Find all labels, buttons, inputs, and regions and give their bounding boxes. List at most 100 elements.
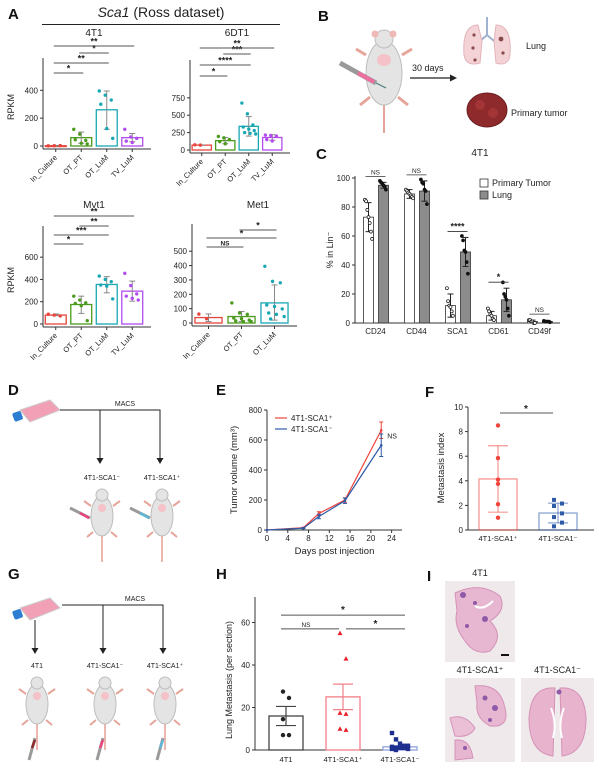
mouse-lungs	[101, 692, 109, 700]
mouse-body	[93, 683, 117, 725]
mouse-lungs	[98, 504, 106, 512]
y-tick-label: 300	[174, 276, 188, 285]
data-point	[364, 199, 368, 204]
data-point	[495, 455, 501, 461]
x-tick-label: In_Culture	[28, 153, 59, 184]
data-point	[503, 295, 508, 299]
data-point	[52, 144, 56, 148]
data-point	[448, 305, 453, 309]
data-point	[495, 515, 501, 520]
data-point	[533, 321, 537, 325]
data-point	[397, 745, 403, 751]
data-point	[123, 271, 127, 276]
legend-swatch-lung	[479, 190, 489, 200]
x-tick-label: In_Culture	[174, 157, 205, 188]
x-tick-label: TV_LuM	[249, 157, 275, 183]
y-tick-label: 6	[459, 452, 464, 461]
mouse-icon	[18, 676, 56, 761]
data-point	[222, 136, 226, 140]
data-point	[449, 309, 454, 314]
data-point	[72, 294, 76, 298]
data-point	[423, 189, 428, 193]
data-point	[552, 497, 556, 502]
data-point	[58, 143, 62, 148]
y-tick-label: 200	[249, 496, 263, 505]
lung-icon	[463, 17, 511, 65]
y-axis-label: Metastasis index	[436, 432, 447, 503]
data-point	[466, 271, 470, 276]
data-point	[99, 283, 103, 287]
data-point	[282, 314, 286, 319]
data-point	[73, 301, 77, 306]
mouse-icon	[86, 676, 124, 761]
syringe-fill	[79, 511, 90, 520]
x-tick-label: OT_PT	[61, 153, 85, 177]
data-point	[369, 229, 373, 234]
arrow-head-icon	[450, 74, 457, 82]
data-point	[560, 501, 564, 506]
data-point	[337, 710, 343, 715]
data-point	[464, 260, 469, 264]
group-label-4t1: 4T1	[31, 663, 43, 670]
data-point	[103, 277, 107, 282]
data-point	[267, 311, 271, 315]
x-tick-label: 0	[265, 534, 270, 543]
y-axis-label: RPKM	[6, 94, 16, 120]
x-tick-label: 4T1-SCA1⁻	[381, 755, 420, 764]
legend-label: 4T1-SCA1⁺	[291, 414, 333, 423]
y-tick-label: 0	[459, 526, 464, 535]
data-point	[317, 515, 321, 518]
mouse-body	[153, 683, 177, 725]
mouse-limbs	[143, 500, 181, 538]
y-tick-label: 0	[246, 746, 251, 755]
arrow-down-icon	[99, 648, 107, 654]
data-point	[265, 528, 269, 532]
group-label-sca1-neg: 4T1-SCA1⁻	[84, 475, 121, 482]
x-tick-label: 8	[306, 534, 311, 543]
data-point	[366, 215, 371, 220]
chart-4t1-surface-markers: 4T1 0 20 40 60 80 100 % in Lin⁻ CD24 NS CD44 NS SCA1…	[325, 148, 560, 336]
data-point	[486, 306, 490, 311]
x-tick-label: CD61	[488, 327, 509, 336]
group-label-sca1-pos: 4T1-SCA1⁺	[144, 475, 181, 482]
panel-label-g: G	[8, 566, 20, 583]
data-point	[445, 286, 449, 291]
y-tick-label: 60	[241, 619, 250, 628]
data-point	[263, 264, 267, 268]
y-tick-label: 200	[25, 298, 39, 307]
significance-label: NS	[220, 241, 230, 248]
y-tick-label: 500	[174, 247, 188, 256]
data-point	[411, 196, 415, 201]
y-tick-label: 80	[341, 203, 350, 212]
y-tick-label: 0	[183, 319, 188, 328]
histology-label-sca1-neg: 4T1-SCA1⁻	[534, 665, 581, 675]
data-point	[278, 281, 282, 285]
arrow-down-icon	[31, 648, 39, 654]
data-point	[343, 727, 349, 732]
dataset-name: (Ross dataset)	[129, 4, 225, 20]
data-point	[241, 319, 246, 324]
data-point	[507, 313, 511, 318]
data-point	[111, 297, 115, 301]
y-tick-label: 8	[459, 428, 464, 437]
significance-label: *	[374, 619, 378, 630]
x-tick-label: SCA1	[447, 327, 468, 336]
mouse-limbs	[146, 688, 184, 726]
data-point	[103, 93, 107, 97]
data-point	[52, 313, 56, 317]
data-point	[241, 125, 245, 129]
data-point	[197, 312, 201, 316]
data-point	[425, 202, 429, 206]
x-tick-label: 16	[346, 534, 355, 543]
data-point	[237, 311, 242, 315]
data-point	[109, 279, 113, 284]
data-point	[263, 133, 268, 137]
significance-label: **	[90, 217, 98, 227]
mouse-limbs	[18, 688, 56, 726]
data-point	[446, 299, 450, 304]
data-point	[78, 298, 82, 302]
y-axis-label: % in Lin⁻	[325, 231, 335, 268]
data-point	[242, 130, 247, 135]
data-point	[247, 127, 251, 131]
legend-label: 4T1-SCA1⁻	[291, 425, 333, 434]
